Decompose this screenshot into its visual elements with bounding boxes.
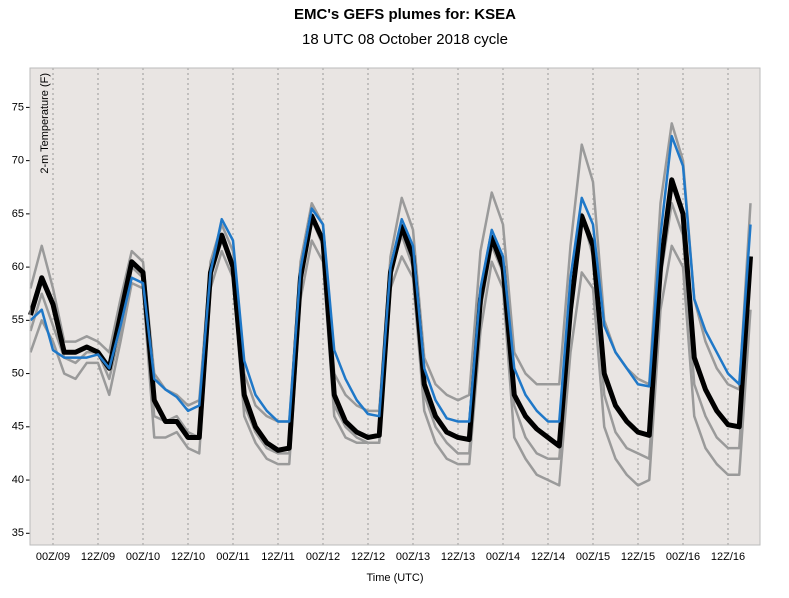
y-tick-label: 40	[12, 474, 24, 486]
x-tick-label: 12Z/13	[441, 551, 475, 563]
x-tick-label: 00Z/12	[306, 551, 340, 563]
y-tick-label: 65	[12, 208, 24, 220]
y-tick-label: 50	[12, 367, 24, 379]
y-tick-label: 35	[12, 527, 24, 539]
x-tick-label: 12Z/15	[621, 551, 655, 563]
plot-background	[30, 68, 760, 545]
y-tick-label: 60	[12, 261, 24, 273]
x-tick-label: 00Z/09	[36, 551, 70, 563]
y-tick-label: 45	[12, 421, 24, 433]
x-tick-label: 12Z/12	[351, 551, 385, 563]
y-axis-label: 2-m Temperature (F)	[39, 73, 51, 174]
x-tick-label: 12Z/09	[81, 551, 115, 563]
x-tick-label: 12Z/11	[261, 551, 294, 563]
x-tick-label: 00Z/11	[216, 551, 249, 563]
plot-frame	[29, 67, 761, 546]
chart-title: EMC's GEFS plumes for: KSEA	[294, 6, 516, 23]
x-tick-label: 12Z/16	[711, 551, 745, 563]
x-tick-label: 12Z/14	[531, 551, 565, 563]
x-tick-label: 00Z/16	[666, 551, 700, 563]
series-line	[29, 134, 752, 423]
x-tick-label: 00Z/15	[576, 551, 610, 563]
x-axis-label: Time (UTC)	[366, 572, 423, 584]
chart-subtitle: 18 UTC 08 October 2018 cycle	[302, 31, 508, 48]
y-tick-label: 75	[12, 101, 24, 113]
x-tick-label: 12Z/10	[171, 551, 205, 563]
y-tick-label: 70	[12, 155, 24, 167]
x-tick-label: 00Z/13	[396, 551, 430, 563]
x-tick-label: 00Z/10	[126, 551, 160, 563]
x-tick-label: 00Z/14	[486, 551, 520, 563]
y-tick-label: 55	[12, 314, 24, 326]
